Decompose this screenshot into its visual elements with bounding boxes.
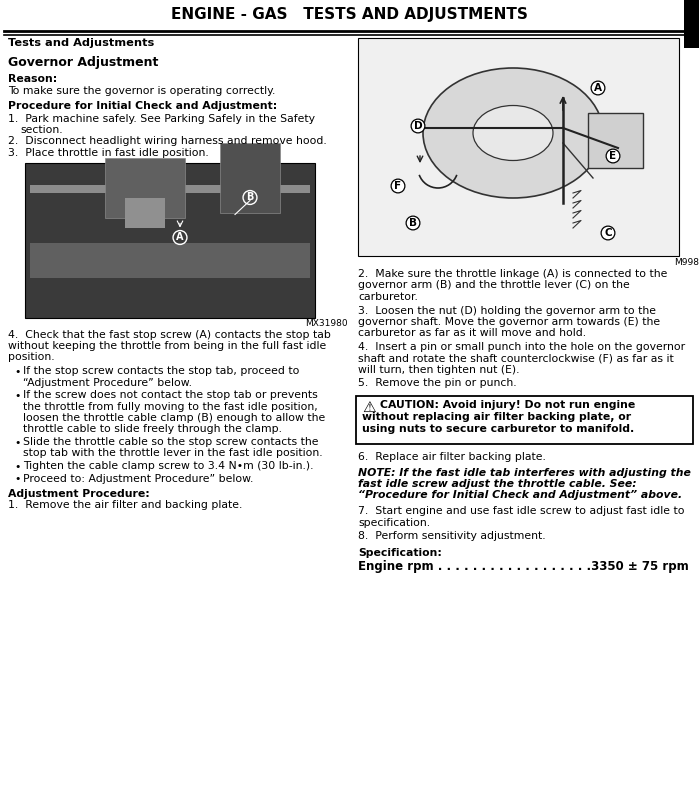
Text: stop tab with the throttle lever in the fast idle position.: stop tab with the throttle lever in the … — [23, 448, 323, 459]
Text: ENGINE - GAS   TESTS AND ADJUSTMENTS: ENGINE - GAS TESTS AND ADJUSTMENTS — [171, 7, 528, 23]
Text: Adjustment Procedure:: Adjustment Procedure: — [8, 489, 150, 499]
Bar — [105, 157, 185, 218]
Bar — [125, 197, 165, 227]
Text: E: E — [610, 151, 617, 161]
Text: “Procedure for Initial Check and Adjustment” above.: “Procedure for Initial Check and Adjustm… — [358, 491, 682, 501]
Text: without keeping the throttle from being in the full fast idle: without keeping the throttle from being … — [8, 341, 326, 351]
Ellipse shape — [423, 68, 603, 198]
Text: •: • — [14, 462, 20, 472]
Text: without replacing air filter backing plate, or: without replacing air filter backing pla… — [362, 412, 631, 422]
Text: •: • — [14, 391, 20, 401]
Bar — [0, 0, 699, 30]
Ellipse shape — [473, 106, 553, 160]
Text: B: B — [246, 193, 254, 202]
Text: fast idle screw adjust the throttle cable. See:: fast idle screw adjust the throttle cabl… — [358, 479, 637, 489]
Text: C: C — [604, 228, 612, 238]
Text: Tighten the cable clamp screw to 3.4 N•m (30 lb-in.).: Tighten the cable clamp screw to 3.4 N•m… — [23, 461, 313, 471]
Bar — [356, 396, 693, 444]
Text: the throttle from fully moving to the fast idle position,: the throttle from fully moving to the fa… — [23, 401, 318, 412]
Text: will turn, then tighten nut (E).: will turn, then tighten nut (E). — [358, 365, 519, 375]
Text: CAUTION: Avoid injury! Do not run engine: CAUTION: Avoid injury! Do not run engine — [380, 400, 635, 410]
Text: •: • — [14, 367, 20, 377]
Bar — [684, 0, 699, 48]
Text: “Adjustment Procedure” below.: “Adjustment Procedure” below. — [23, 377, 192, 388]
Text: Reason:: Reason: — [8, 74, 57, 84]
Text: section.: section. — [20, 125, 63, 135]
Text: 7.  Start engine and use fast idle screw to adjust fast idle to: 7. Start engine and use fast idle screw … — [358, 506, 684, 516]
Text: Engine rpm . . . . . . . . . . . . . . . . . .3350 ± 75 rpm: Engine rpm . . . . . . . . . . . . . . .… — [358, 560, 689, 573]
Text: governor shaft. Move the governor arm towards (E) the: governor shaft. Move the governor arm to… — [358, 317, 660, 327]
Text: 8.  Perform sensitivity adjustment.: 8. Perform sensitivity adjustment. — [358, 531, 546, 541]
Text: D: D — [414, 121, 422, 131]
Text: To make sure the governor is operating correctly.: To make sure the governor is operating c… — [8, 85, 275, 95]
Text: specification.: specification. — [358, 517, 430, 527]
Text: •: • — [14, 438, 20, 448]
Text: 1.  Park machine safely. See Parking Safely in the Safety: 1. Park machine safely. See Parking Safe… — [8, 114, 315, 123]
Text: carburetor.: carburetor. — [358, 292, 418, 302]
Bar — [220, 143, 280, 213]
Text: carburetor as far as it will move and hold.: carburetor as far as it will move and ho… — [358, 329, 586, 339]
Text: M99885: M99885 — [674, 258, 699, 267]
Bar — [588, 113, 643, 168]
Text: 2.  Disconnect headlight wiring harness and remove hood.: 2. Disconnect headlight wiring harness a… — [8, 136, 326, 147]
Text: Slide the throttle cable so the stop screw contacts the: Slide the throttle cable so the stop scr… — [23, 437, 319, 447]
Text: F: F — [394, 181, 401, 191]
Text: governor arm (B) and the throttle lever (C) on the: governor arm (B) and the throttle lever … — [358, 280, 630, 290]
Text: ⚠: ⚠ — [362, 400, 375, 415]
Text: Procedure for Initial Check and Adjustment:: Procedure for Initial Check and Adjustme… — [8, 101, 278, 111]
Bar — [358, 38, 679, 256]
Text: A: A — [176, 232, 184, 243]
Text: throttle cable to slide freely through the clamp.: throttle cable to slide freely through t… — [23, 425, 282, 434]
Text: 4.  Check that the fast stop screw (A) contacts the stop tab: 4. Check that the fast stop screw (A) co… — [8, 330, 331, 339]
Text: NOTE: If the fast idle tab interferes with adjusting the: NOTE: If the fast idle tab interferes wi… — [358, 467, 691, 477]
Bar — [30, 185, 310, 193]
Text: loosen the throttle cable clamp (B) enough to allow the: loosen the throttle cable clamp (B) enou… — [23, 413, 325, 423]
Text: 4.  Insert a pin or small punch into the hole on the governor: 4. Insert a pin or small punch into the … — [358, 342, 685, 352]
Text: 1.  Remove the air filter and backing plate.: 1. Remove the air filter and backing pla… — [8, 501, 243, 510]
Text: Specification:: Specification: — [358, 549, 442, 559]
Text: •: • — [14, 475, 20, 484]
Text: shaft and rotate the shaft counterclockwise (F) as far as it: shaft and rotate the shaft counterclockw… — [358, 354, 674, 364]
Text: A: A — [594, 83, 602, 93]
Text: Proceed to: Adjustment Procedure” below.: Proceed to: Adjustment Procedure” below. — [23, 473, 253, 484]
Text: 3.  Loosen the nut (D) holding the governor arm to the: 3. Loosen the nut (D) holding the govern… — [358, 305, 656, 315]
Text: 6.  Replace air filter backing plate.: 6. Replace air filter backing plate. — [358, 452, 546, 462]
Text: If the stop screw contacts the stop tab, proceed to: If the stop screw contacts the stop tab,… — [23, 366, 299, 376]
Text: 5.  Remove the pin or punch.: 5. Remove the pin or punch. — [358, 379, 517, 388]
Bar — [30, 243, 310, 277]
Text: If the screw does not contact the stop tab or prevents: If the screw does not contact the stop t… — [23, 390, 318, 400]
Text: using nuts to secure carburetor to manifold.: using nuts to secure carburetor to manif… — [362, 424, 634, 434]
Text: position.: position. — [8, 352, 55, 363]
Text: 3.  Place throttle in fast idle position.: 3. Place throttle in fast idle position. — [8, 148, 209, 158]
Bar — [25, 163, 315, 318]
Text: B: B — [409, 218, 417, 228]
Text: Tests and Adjustments: Tests and Adjustments — [8, 38, 154, 48]
Text: 2.  Make sure the throttle linkage (A) is connected to the: 2. Make sure the throttle linkage (A) is… — [358, 269, 668, 279]
Text: Governor Adjustment: Governor Adjustment — [8, 56, 159, 69]
Text: MX31980: MX31980 — [305, 319, 347, 329]
